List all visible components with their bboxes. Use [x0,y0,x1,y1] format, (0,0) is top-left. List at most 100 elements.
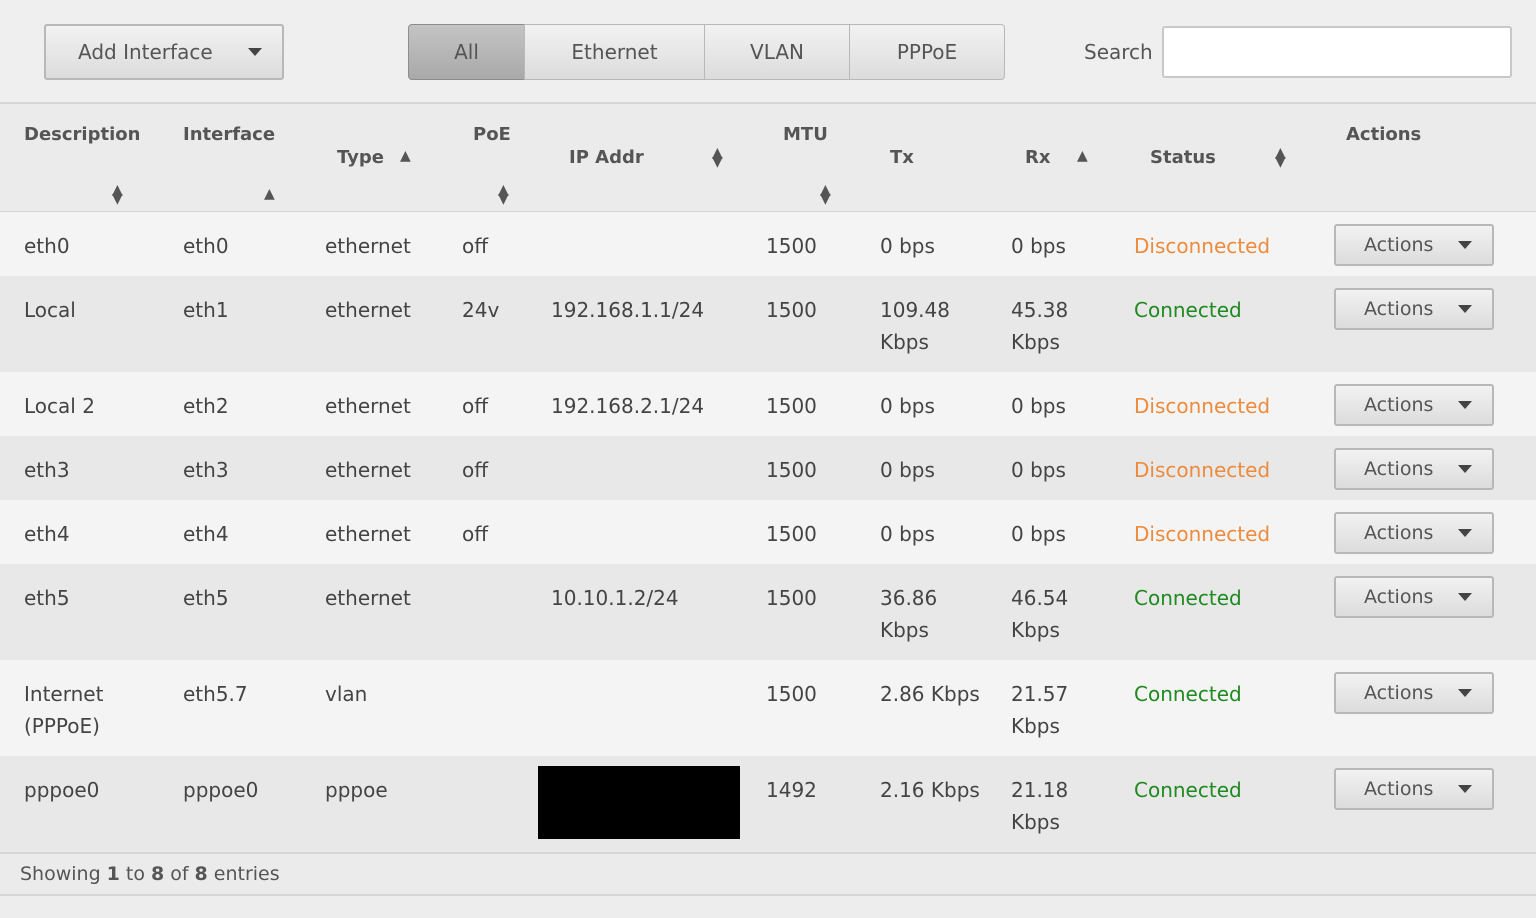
cell: 0 bps [1011,458,1066,482]
column-header[interactable]: PoE [473,124,511,145]
column-header[interactable]: Rx [1025,147,1051,168]
column-header: Actions [1346,124,1422,145]
cell: 46.54 Kbps [1011,586,1069,642]
cell: ethernet [325,458,411,482]
caret [1458,465,1472,473]
cell: 1500 [766,682,817,706]
cell: 2.86 Kbps [880,682,980,706]
caret [248,48,262,56]
cell: pppoe0 [24,778,100,802]
cell: pppoe [325,778,388,802]
actions-button[interactable]: Actions [1334,512,1494,554]
cell: off [462,394,489,418]
actions-button[interactable]: Actions [1334,224,1494,266]
column-header[interactable]: Interface [183,124,276,145]
filter-vlan[interactable]: VLAN [704,24,850,80]
footer-text: entries [213,863,280,885]
cell: Disconnected [1134,522,1271,546]
actions-label: Actions [1364,458,1434,480]
actions-button[interactable]: Actions [1334,768,1494,810]
column-header[interactable]: Status [1150,147,1216,168]
footer-text: 8 [194,863,208,885]
cell: eth0 [183,234,229,258]
cell: pppoe0 [183,778,259,802]
caret [1458,241,1472,249]
cell: eth4 [183,522,229,546]
table-row: Local eth1 ethernet 24v 192.168.1.1/24 1500 10… [0,276,1536,372]
cell: 1500 [766,586,817,610]
cell: 0 bps [880,458,935,482]
cell: off [462,234,489,258]
filter-pppoe[interactable]: PPPoE [849,24,1005,80]
sort-icon: ▲ [400,148,411,164]
toolbar: Add Interface All Ethernet VLAN PPPoE Se… [0,0,1536,104]
actions-label: Actions [1364,234,1434,256]
cell: eth1 [183,298,229,322]
sort-icon: ▲ ▼ [112,182,123,207]
footer-text: Showing [20,863,101,885]
cell: Connected [1134,586,1242,610]
cell: 0 bps [880,522,935,546]
table-header: Description ▲ ▼ Interface ▲ Type ▲ PoE ▲ ▼… [0,104,1536,213]
cell: 45.38 Kbps [1011,298,1069,354]
cell: Disconnected [1134,394,1271,418]
cell: 21.57 Kbps [1011,682,1069,738]
actions-button[interactable]: Actions [1334,576,1494,618]
search-input[interactable] [1162,26,1512,78]
cell: eth5.7 [183,682,248,706]
cell: 192.168.1.1/24 [551,298,705,322]
column-header[interactable]: Description [24,124,141,145]
actions-label: Actions [1364,394,1434,416]
table-row: Local 2 eth2 ethernet off 192.168.2.1/24 1500… [0,372,1536,436]
cell: 1492 [766,778,817,802]
cell: eth3 [24,458,70,482]
cell: Connected [1134,682,1242,706]
filter-label: Ethernet [571,40,658,64]
footer-text: 8 [150,863,165,885]
cell: Local 2 [24,394,95,418]
caret [1458,401,1472,409]
sort-icon: ▲ ▼ [498,182,509,207]
cell: 192.168.2.1/24 [551,394,705,418]
filter-ethernet[interactable]: Ethernet [524,24,705,80]
cell: 0 bps [1011,234,1066,258]
caret [1458,529,1472,537]
actions-button[interactable]: Actions [1334,384,1494,426]
table-row: pppoe0 pppoe0 pppoe 1492 2.16 Kbps 21.18 Kbps… [0,756,1536,852]
cell: off [462,458,489,482]
cell: 10.10.1.2/24 [551,586,679,610]
cell: eth0 [24,234,70,258]
cell: 21.18 Kbps [1011,778,1069,834]
column-header[interactable]: Tx [890,147,914,168]
cell: 0 bps [880,234,935,258]
actions-label: Actions [1364,522,1434,544]
add-interface-button[interactable]: Add Interface [44,24,284,80]
cell: Internet (PPPoE) [24,682,104,738]
cell: ethernet [325,298,411,322]
cell: Local [24,298,76,322]
sort-icon: ▲ [1077,148,1088,164]
cell: Disconnected [1134,234,1271,258]
table-row: eth5 eth5 ethernet 10.10.1.2/24 1500 36.86 Kb… [0,564,1536,660]
filter-label: All [454,40,479,64]
cell: 0 bps [1011,394,1066,418]
cell: 36.86 Kbps [880,586,938,642]
actions-label: Actions [1364,682,1434,704]
footer-text: to [125,863,145,885]
column-header[interactable]: IP Addr [569,147,644,168]
cell: vlan [325,682,368,706]
actions-button[interactable]: Actions [1334,448,1494,490]
table-row: Internet (PPPoE) eth5.7 vlan 1500 2.86 Kbps 2… [0,660,1536,756]
filter-label: PPPoE [896,40,958,64]
actions-button[interactable]: Actions [1334,672,1494,714]
sort-icon: ▲ ▼ [820,182,831,207]
cell: ethernet [325,586,411,610]
actions-button[interactable]: Actions [1334,288,1494,330]
column-header[interactable]: MTU [783,124,828,145]
filter-label: VLAN [750,40,804,64]
actions-label: Actions [1364,298,1434,320]
filter-all[interactable]: All [408,24,525,80]
footer-text: 1 [106,863,120,885]
column-header[interactable]: Type [337,147,384,168]
